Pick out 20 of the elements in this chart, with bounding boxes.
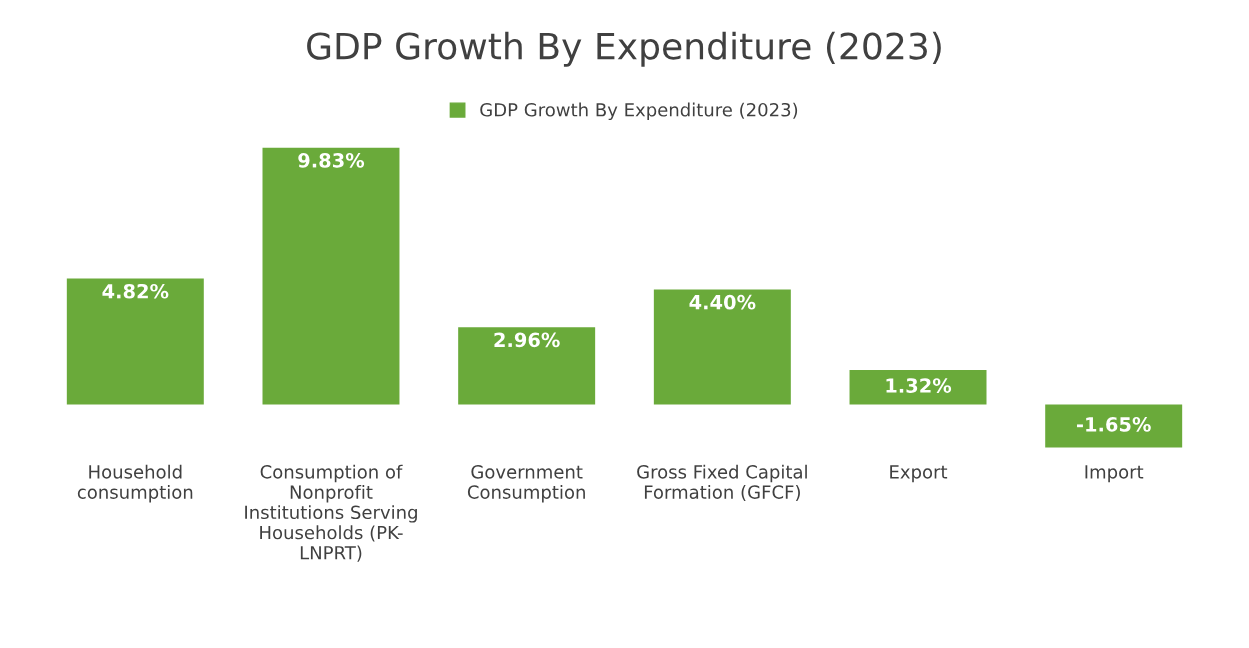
x-tick-label: Gross Fixed Capital Formation (GFCF): [637, 464, 807, 502]
x-tick-label: Consumption of Nonprofit Institutions Serving Households (PK- LNPRT): [245, 464, 417, 562]
bar: [849, 370, 987, 405]
x-tick-label: Household consumption: [77, 464, 193, 503]
x-tick-label: Import: [1085, 465, 1144, 483]
data-label: 2.96%: [494, 332, 560, 348]
bar: [1045, 404, 1183, 448]
data-label: 1.32%: [886, 378, 952, 393]
data-label: -1.65%: [1076, 416, 1151, 432]
data-label: 4.82%: [102, 283, 169, 299]
data-label: 4.40%: [689, 294, 756, 310]
x-tick-label: Export: [890, 465, 948, 483]
bar: [66, 278, 204, 405]
bar: [262, 147, 400, 405]
x-tick-label: Government Consumption: [467, 465, 585, 503]
bar: [458, 327, 596, 405]
chart-title: GDP Growth By Expenditure (2023): [307, 31, 941, 67]
legend-label: GDP Growth By Expenditure (2023): [480, 102, 798, 121]
bar: [653, 289, 791, 405]
data-label: 9.83%: [298, 153, 365, 168]
